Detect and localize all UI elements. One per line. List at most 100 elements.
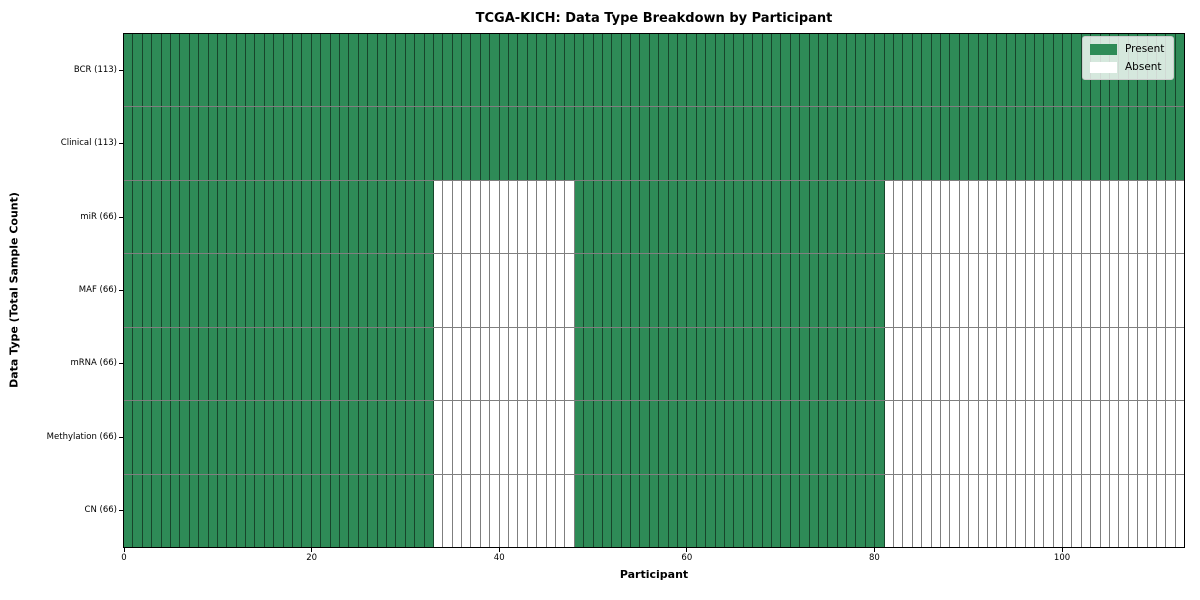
heatmap-cell-present [443,34,453,107]
heatmap-cell-present [940,107,951,180]
heatmap-cell-present [170,107,181,180]
heatmap-cell-absent [1138,474,1148,547]
heatmap-cell-present [377,327,387,401]
heatmap-cell-present [678,180,688,254]
heatmap-cell-present [124,474,134,547]
heatmap-cell-present [621,180,632,254]
heatmap-cell-absent [499,327,510,401]
heatmap-cell-present [368,474,378,547]
heatmap-cell-present [227,474,237,547]
heatmap-cell-present [246,180,256,254]
heatmap-cell-present [734,180,744,254]
heatmap-cell-present [762,34,772,107]
heatmap-cell-present [753,107,763,180]
y-tick-label: CN (66) [84,504,117,515]
y-tick-label: Methylation (66) [46,431,117,442]
heatmap-cell-present [555,34,566,107]
heatmap-cell-present [875,474,885,547]
heatmap-cell-present [433,107,444,180]
heatmap-cell-present [189,180,200,254]
heatmap-cell-present [640,327,650,401]
heatmap-cell-present [912,107,923,180]
heatmap-cell-absent [931,254,941,327]
heatmap-cell-present [593,474,603,547]
heatmap-cell-present [696,254,707,327]
heatmap-cell-absent [1110,327,1120,401]
heatmap-cell-present [659,34,669,107]
heatmap-cell-absent [912,254,923,327]
heatmap-cell-present [217,107,228,180]
heatmap-cell-absent [969,401,979,474]
heatmap-cell-present [649,401,660,474]
heatmap-cell-present [621,401,632,474]
heatmap-cell-present [969,107,979,180]
heatmap-cell-present [574,180,585,254]
heatmap-cell-present [1100,107,1111,180]
heatmap-cell-present [424,107,434,180]
heatmap-cell-absent [471,474,481,547]
heatmap-cell-present [997,34,1007,107]
heatmap-cell-absent [1006,327,1017,401]
heatmap-cell-present [715,401,725,474]
heatmap-cell-present [170,327,181,401]
heatmap-cell-present [518,107,528,180]
heatmap-cell-present [565,34,575,107]
heatmap-cell-absent [443,254,453,327]
heatmap-cell-absent [443,327,453,401]
heatmap-cell-present [640,401,650,474]
heatmap-cell-present [837,180,848,254]
heatmap-cell-absent [1175,474,1185,547]
heatmap-cell-present [640,474,650,547]
heatmap-cell-present [208,34,218,107]
heatmap-cell-present [649,327,660,401]
heatmap-cell-present [602,401,613,474]
heatmap-cell-present [358,34,369,107]
heatmap-cell-present [386,254,397,327]
heatmap-cell-absent [1166,474,1176,547]
heatmap-cell-present [274,34,284,107]
heatmap-cell-absent [490,327,500,401]
heatmap-cell-present [790,401,801,474]
heatmap-cell-absent [1016,474,1026,547]
heatmap-cell-absent [509,180,519,254]
heatmap-cell-present [781,254,791,327]
heatmap-cell-present [950,34,960,107]
heatmap-cell-present [1156,107,1167,180]
heatmap-cell-present [687,107,697,180]
heatmap-cell-present [621,107,632,180]
heatmap-cell-present [293,180,303,254]
heatmap-cell-present [264,34,275,107]
heatmap-cell-absent [987,327,998,401]
heatmap-cell-absent [1100,327,1111,401]
heatmap-cell-present [1081,107,1092,180]
heatmap-cell-present [584,254,594,327]
heatmap-cell-present [828,327,838,401]
heatmap-cell-present [180,254,190,327]
heatmap-cell-absent [997,474,1007,547]
heatmap-cell-absent [940,327,951,401]
heatmap-cell-present [978,107,988,180]
heatmap-cell-absent [1063,254,1073,327]
heatmap-cell-absent [1147,254,1157,327]
heatmap-cell-absent [959,180,970,254]
heatmap-cell-present [349,401,359,474]
heatmap-cell-absent [490,401,500,474]
heatmap-cell-present [678,254,688,327]
heatmap-cell-absent [1016,401,1026,474]
heatmap-cell-absent [894,401,904,474]
heatmap-cell-present [405,34,416,107]
heatmap-cell-absent [950,254,960,327]
heatmap-cell-absent [1156,474,1167,547]
heatmap-cell-absent [950,180,960,254]
heatmap-cell-present [161,401,171,474]
heatmap-cell-present [790,107,801,180]
heatmap-cell-absent [1147,401,1157,474]
heatmap-cell-absent [1016,180,1026,254]
heatmap-cell-present [875,107,885,180]
heatmap-cell-present [339,254,350,327]
heatmap-cell-present [311,474,322,547]
heatmap-cell-present [246,401,256,474]
heatmap-cell-present [612,254,622,327]
heatmap-cell-present [828,401,838,474]
legend-item-present: Present [1090,43,1164,55]
